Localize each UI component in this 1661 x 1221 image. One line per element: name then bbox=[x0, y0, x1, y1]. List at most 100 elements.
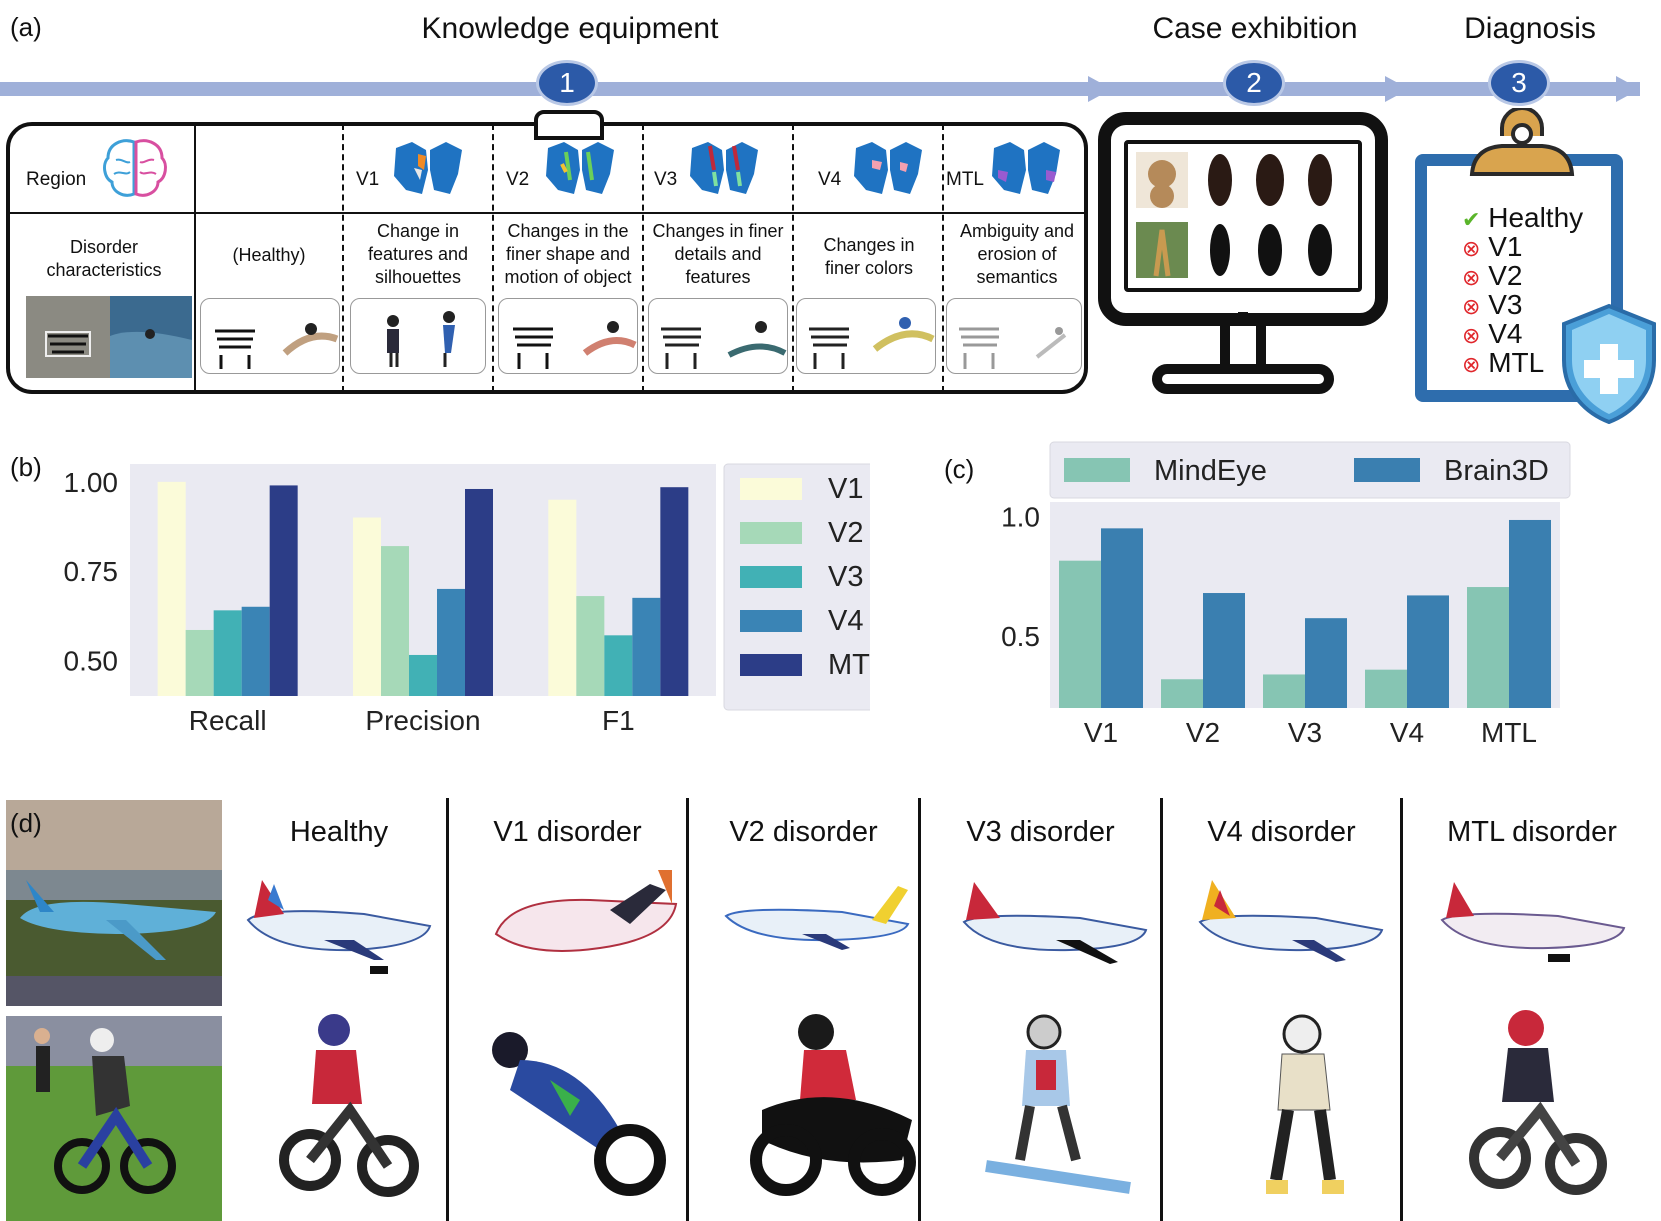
diagnosis-item-mtl: ⊗ MTL bbox=[1462, 347, 1545, 378]
timeline-arrow bbox=[0, 76, 1640, 102]
legend-label-mindeye: MindEye bbox=[1154, 455, 1267, 487]
legend-label-brain3d: Brain3D bbox=[1444, 455, 1549, 487]
table-dash-1 bbox=[342, 124, 344, 392]
monitor-neck bbox=[1220, 326, 1266, 368]
chart-c: 0.5 1.0 V1 V2 V3 V4 MTL MindEye Brain3D bbox=[1001, 441, 1571, 748]
bar-v1-brain3d bbox=[1101, 528, 1143, 708]
recon-thumbnail-v3 bbox=[648, 298, 788, 374]
recon-motorbike-v1 bbox=[492, 1032, 666, 1196]
bar-precision-v3 bbox=[409, 654, 437, 696]
cross-icon: ⊗ bbox=[1462, 265, 1481, 290]
recon-airplane-v4 bbox=[1198, 880, 1384, 962]
brain-map-mtl-icon bbox=[992, 142, 1060, 194]
y-tick-label: 1.0 bbox=[1001, 501, 1040, 532]
recon-motorbike-v2 bbox=[750, 1014, 916, 1196]
x-tick-label: F1 bbox=[602, 705, 635, 736]
brain-map-v1-icon bbox=[394, 142, 462, 194]
stage-title-diagnosis: Diagnosis bbox=[1464, 12, 1596, 45]
region-desc-v1: Change in features and silhouettes bbox=[367, 221, 469, 287]
monitor-screen bbox=[1124, 140, 1362, 292]
bar-precision-v4 bbox=[437, 588, 465, 696]
stage-title-knowledge: Knowledge equipment bbox=[421, 12, 719, 45]
x-tick-label: Precision bbox=[365, 705, 480, 736]
column-title-mtl: MTL disorder bbox=[1447, 816, 1617, 848]
column-separator bbox=[686, 798, 689, 1221]
x-tick-label: V3 bbox=[1288, 717, 1322, 748]
region-desc-v4: Changes in finer colors bbox=[823, 235, 915, 278]
recon-airplane-mtl bbox=[1440, 882, 1626, 962]
diagnosis-item-v3: ⊗ V3 bbox=[1462, 289, 1523, 320]
region-name-mtl: MTL bbox=[946, 169, 984, 190]
bar-precision-v2 bbox=[381, 546, 409, 696]
recon-airplane-v2 bbox=[724, 886, 910, 950]
recon-thumbnail-mtl bbox=[946, 298, 1082, 374]
column-separator bbox=[1160, 798, 1163, 1221]
x-tick-label: V4 bbox=[1390, 717, 1424, 748]
bar-v3-brain3d bbox=[1305, 618, 1347, 708]
panel-label-a: (a) bbox=[10, 12, 42, 42]
legend-label-mtl: MTL bbox=[828, 649, 870, 681]
region-name-v1: V1 bbox=[356, 169, 380, 190]
recon-thumbnail-healthy bbox=[200, 298, 340, 374]
legend-label-v4: V4 bbox=[828, 605, 863, 637]
clipboard-clip bbox=[1469, 108, 1575, 176]
legend-swatch-v1 bbox=[740, 478, 802, 500]
cross-icon: ⊗ bbox=[1462, 236, 1481, 261]
region-label: Region bbox=[26, 169, 87, 190]
legend-swatch-mindeye bbox=[1064, 458, 1130, 482]
panel-label-d: (d) bbox=[10, 808, 42, 838]
bar-v1-mindeye bbox=[1059, 560, 1101, 708]
diagnosis-item-healthy: ✔ Healthy bbox=[1462, 202, 1584, 233]
recon-thumbnail-v2 bbox=[498, 298, 638, 374]
x-tick-label: V2 bbox=[1186, 717, 1220, 748]
step-badge-2: 2 bbox=[1223, 60, 1285, 106]
bar-precision-mtl bbox=[465, 488, 493, 696]
bar-mtl-mindeye bbox=[1467, 587, 1509, 708]
legend-label-v1: V1 bbox=[828, 473, 863, 505]
cross-icon: ⊗ bbox=[1462, 352, 1481, 377]
monitor-stand bbox=[1152, 364, 1334, 394]
stage-title-case: Case exhibition bbox=[1152, 12, 1358, 45]
y-tick-label: 1.00 bbox=[64, 467, 119, 498]
original-image-thumbnail bbox=[26, 296, 192, 378]
y-tick-label: 0.5 bbox=[1001, 621, 1040, 652]
bar-f1-v3 bbox=[604, 635, 633, 696]
recon-thumbnail-v4 bbox=[796, 298, 936, 374]
column-title-v3: V3 disorder bbox=[966, 816, 1115, 848]
x-tick-label: MTL bbox=[1481, 717, 1537, 748]
column-separator bbox=[446, 798, 449, 1221]
column-title-v1: V1 disorder bbox=[493, 816, 642, 848]
disorder-label: Disorder characteristics bbox=[46, 237, 162, 280]
table-dash-5 bbox=[942, 124, 944, 392]
knowledge-box-tab bbox=[534, 110, 604, 140]
original-airplane-photo bbox=[6, 800, 222, 1006]
bar-v3-mindeye bbox=[1263, 674, 1305, 708]
legend-swatch-mtl bbox=[740, 654, 802, 676]
legend-swatch-v3 bbox=[740, 566, 802, 588]
cross-icon: ⊗ bbox=[1462, 294, 1481, 319]
bar-v2-brain3d bbox=[1203, 593, 1245, 708]
step-badge-1: 1 bbox=[536, 60, 598, 106]
y-tick-label: 0.75 bbox=[64, 556, 119, 587]
column-separator bbox=[1400, 798, 1403, 1221]
region-desc-v3: Changes in finer details and features bbox=[652, 221, 784, 287]
legend-swatch-brain3d bbox=[1354, 458, 1420, 482]
brain-map-v3-icon bbox=[690, 142, 758, 194]
recon-airplane-v1 bbox=[494, 870, 678, 952]
panel-label-c: (c) bbox=[944, 454, 975, 484]
recon-airplane-v3 bbox=[962, 882, 1148, 964]
recon-thumbnail-v1 bbox=[350, 298, 486, 374]
region-desc-mtl: Ambiguity and erosion of semantics bbox=[959, 221, 1075, 287]
table-dash-4 bbox=[792, 124, 794, 392]
recon-motorbike-healthy bbox=[279, 1014, 419, 1197]
brain-map-v2-icon bbox=[546, 142, 614, 194]
y-tick-label: 0.50 bbox=[64, 645, 119, 676]
table-dash-2 bbox=[492, 124, 494, 392]
table-col-divider bbox=[194, 124, 196, 392]
bar-precision-v1 bbox=[353, 517, 381, 696]
bar-v4-brain3d bbox=[1407, 595, 1449, 708]
cross-icon: ⊗ bbox=[1462, 323, 1481, 348]
column-separator bbox=[918, 798, 921, 1221]
recon-airplane-healthy bbox=[246, 880, 432, 974]
brain-map-v4-icon bbox=[854, 142, 922, 194]
